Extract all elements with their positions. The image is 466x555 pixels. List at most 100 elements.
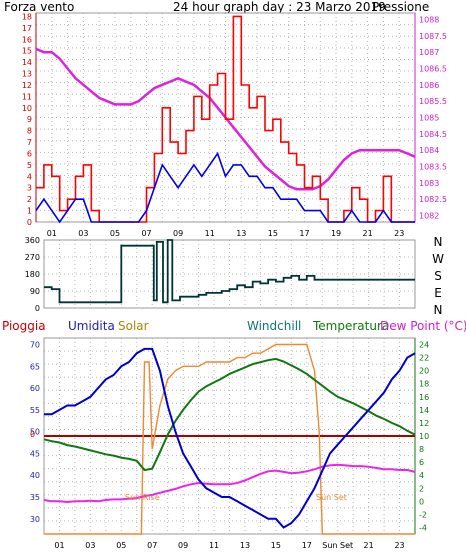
x-tick-label: 09 <box>178 541 188 550</box>
pressure-tick-label: 1084 <box>419 146 439 155</box>
humidity-tick-label: 65 <box>30 362 40 371</box>
pressure-tick-label: 1083 <box>419 179 439 188</box>
humidity-tick-label: 55 <box>30 406 40 415</box>
wind-panel-ticks: 012345678910111213141516171810821082.510… <box>22 12 447 238</box>
humidity-tick-label: 30 <box>30 515 40 524</box>
pressure-tick-label: 1082.5 <box>419 195 447 204</box>
x-tick-label: 19 <box>331 229 341 238</box>
gust-line <box>36 15 415 223</box>
wind-tick-label: 17 <box>22 24 32 33</box>
x-tick-label: 11 <box>209 541 219 550</box>
average-line <box>35 151 415 224</box>
rain-value-label: 0 <box>30 430 35 439</box>
x-tick-label: Sun Set <box>322 541 353 550</box>
pressure-tick-label: 1085 <box>419 114 439 123</box>
legend-temperatura: Temperatura <box>312 319 389 333</box>
wind-tick-label: 5 <box>27 161 32 170</box>
wind-tick-label: 13 <box>22 70 32 79</box>
direction-panel-frame <box>43 239 416 309</box>
direction-panel-series <box>44 239 415 304</box>
pressure-tick-label: 1086.5 <box>419 65 447 74</box>
wind-tick-label: 9 <box>27 115 32 124</box>
wind-tick-label: 3 <box>27 184 32 193</box>
wind-tick-label: 10 <box>22 104 32 113</box>
x-tick-label: 07 <box>147 541 157 550</box>
x-tick-label: 03 <box>78 229 88 238</box>
chart-title: 24 hour graph day : 23 Marzo 2019 <box>173 0 386 14</box>
temperature-tick-label: -2 <box>419 510 427 519</box>
wind-tick-label: 15 <box>22 47 32 56</box>
temperature-tick-label: -4 <box>419 523 427 532</box>
temperature-tick-label: 18 <box>419 380 429 389</box>
direction-tick-label: 360 <box>25 236 40 245</box>
temperature-tick-label: 2 <box>419 484 424 493</box>
direction-tick-label: 0 <box>35 304 40 313</box>
temperature-line <box>43 357 416 472</box>
wind-tick-label: 14 <box>22 58 32 67</box>
humidity-tick-label: 60 <box>30 384 40 393</box>
wind-tick-label: 16 <box>22 35 32 44</box>
pressure-tick-label: 1087.5 <box>419 32 447 41</box>
legend-umidita: Umidita <box>68 319 115 333</box>
wind-tick-label: 2 <box>27 195 32 204</box>
x-tick-label: 13 <box>240 541 250 550</box>
compass-label: W <box>432 252 444 266</box>
direction-tick-label: 270 <box>25 253 40 262</box>
dew_point-line <box>43 463 416 504</box>
pressure-tick-label: 1085.5 <box>419 97 447 106</box>
direction-tick-label: 90 <box>30 287 40 296</box>
x-tick-label: 09 <box>173 229 183 238</box>
pressure-axis-label: Pressione <box>372 0 429 14</box>
sunset-annotation: Sun Set <box>316 493 347 502</box>
wind-tick-label: 18 <box>22 12 32 21</box>
temperature-tick-label: 8 <box>419 445 424 454</box>
temperature-tick-label: 4 <box>419 471 424 480</box>
pressure-tick-label: 1082 <box>419 211 439 220</box>
compass-label: E <box>434 286 442 300</box>
x-tick-label: 03 <box>85 541 95 550</box>
x-tick-label: 17 <box>299 229 309 238</box>
humidity-tick-label: 40 <box>30 471 40 480</box>
legend-pioggia: Pioggia <box>2 319 46 333</box>
solar-line <box>44 343 415 535</box>
humidity-tick-label: 50 <box>30 428 40 437</box>
x-tick-label: 01 <box>54 541 64 550</box>
temp-panel-series <box>43 343 416 535</box>
temperature-tick-label: 20 <box>419 367 429 376</box>
wind-axis-label: Forza vento <box>4 0 74 14</box>
x-tick-label: 01 <box>47 229 57 238</box>
temperature-tick-label: 0 <box>419 497 424 506</box>
pressure-tick-label: 1086 <box>419 81 439 90</box>
wind-tick-label: 6 <box>27 149 32 158</box>
direction-line <box>44 239 415 304</box>
humidity-tick-label: 45 <box>30 449 40 458</box>
wind-tick-label: 12 <box>22 81 32 90</box>
wind-tick-label: 11 <box>22 92 32 101</box>
wind-panel-series <box>35 15 416 224</box>
temp-panel-ticks: 303540455055606570-4-2024681012141618202… <box>30 341 429 550</box>
legend-dew-point: Dew Point (°C) <box>380 319 466 333</box>
compass-label: N <box>434 303 443 317</box>
pressure-tick-label: 1088 <box>419 16 439 25</box>
compass-label: S <box>434 269 442 283</box>
compass-label: N <box>434 235 443 249</box>
temperature-tick-label: 6 <box>419 458 424 467</box>
wind-tick-label: 1 <box>27 207 32 216</box>
x-tick-label: 23 <box>394 229 404 238</box>
pressure-tick-label: 1084.5 <box>419 130 447 139</box>
x-tick-label: 15 <box>268 229 278 238</box>
wind-tick-label: 4 <box>27 172 32 181</box>
x-tick-label: 15 <box>271 541 281 550</box>
direction-tick-label: 180 <box>25 270 40 279</box>
temperature-tick-label: 10 <box>419 432 429 441</box>
temperature-tick-label: 24 <box>419 341 429 350</box>
x-tick-label: 13 <box>236 229 246 238</box>
legend-solar: Solar <box>118 319 149 333</box>
pressure-tick-label: 1087 <box>419 48 439 57</box>
sunrise-annotation: Sun Rise <box>125 493 160 502</box>
pressure-tick-label: 1083.5 <box>419 162 447 171</box>
x-tick-label: 21 <box>363 229 373 238</box>
humidity-tick-label: 70 <box>30 341 40 350</box>
